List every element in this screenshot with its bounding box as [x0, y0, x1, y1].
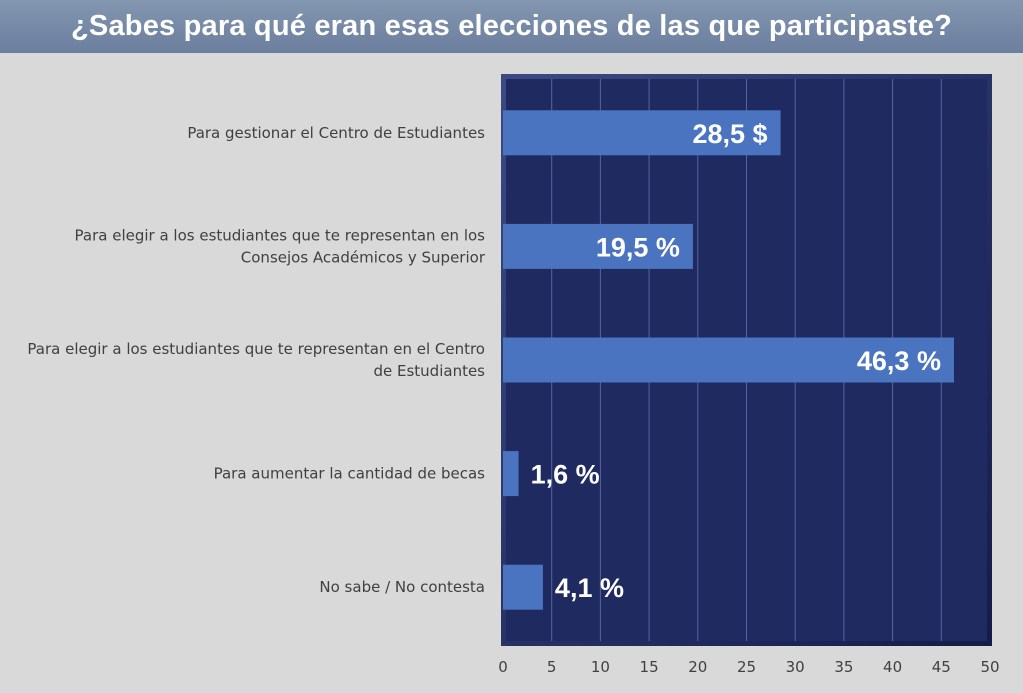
category-label: Para elegir a los estudiantes que te rep…: [27, 340, 485, 358]
title-bar: ¿Sabes para qué eran esas elecciones de …: [0, 0, 1023, 53]
category-label: de Estudiantes: [373, 362, 485, 380]
x-tick-label: 50: [980, 658, 999, 676]
x-tick-label: 45: [932, 658, 951, 676]
category-label: Para gestionar el Centro de Estudiantes: [187, 124, 485, 142]
x-tick-label: 15: [640, 658, 659, 676]
chart-area: Para gestionar el Centro de Estudiantes P…: [0, 53, 1023, 693]
x-tick-label: 5: [547, 658, 557, 676]
category-label: Para aumentar la cantidad de becas: [214, 465, 486, 483]
bar-chart: Para gestionar el Centro de Estudiantes P…: [27, 74, 1000, 676]
data-label: 46,3 %: [857, 346, 941, 376]
x-tick-label: 20: [688, 658, 707, 676]
data-label: 1,6 %: [531, 460, 600, 490]
x-tick-label: 25: [737, 658, 756, 676]
bar: [503, 337, 954, 383]
chart-title: ¿Sabes para qué eran esas elecciones de …: [71, 10, 952, 42]
data-label: 4,1 %: [555, 573, 624, 603]
x-tick-label: 35: [834, 658, 853, 676]
x-tick-label: 0: [498, 658, 508, 676]
data-label: 19,5 %: [596, 232, 680, 262]
bar: [503, 110, 781, 156]
x-tick-label: 30: [786, 658, 805, 676]
bar: [503, 451, 519, 497]
category-label: Consejos Académicos y Superior: [241, 248, 486, 266]
data-label: 28,5 $: [693, 119, 768, 149]
bar: [503, 564, 543, 610]
x-tick-label: 10: [591, 658, 610, 676]
x-tick-label: 40: [883, 658, 902, 676]
category-label: Para elegir a los estudiantes que te rep…: [75, 226, 486, 244]
bar: [503, 223, 693, 269]
category-label: No sabe / No contesta: [319, 578, 485, 596]
